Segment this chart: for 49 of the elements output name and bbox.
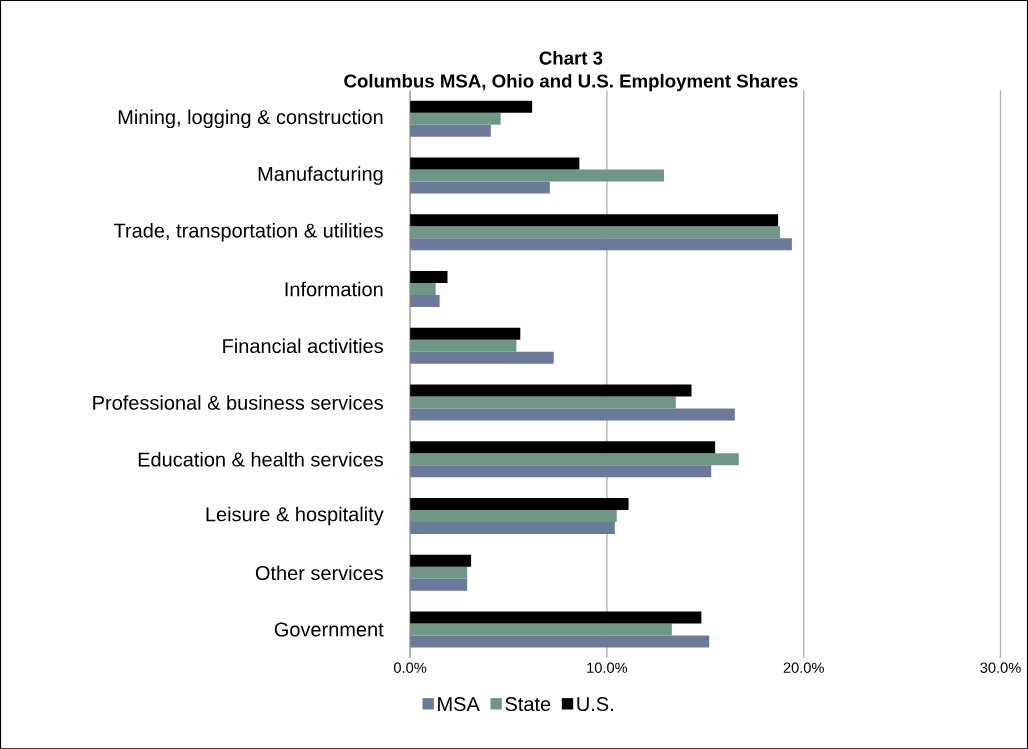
- x-tick-label: 30.0%: [980, 662, 1021, 673]
- x-tick-label: 0.0%: [393, 662, 427, 673]
- bar: [410, 554, 472, 567]
- bar: [410, 100, 533, 113]
- bar: [410, 635, 710, 648]
- y-tick-label: Government: [274, 622, 384, 637]
- bar: [410, 465, 712, 478]
- bar: [410, 270, 448, 283]
- y-tick-label: Trade, transportation & utilities: [113, 222, 383, 242]
- bar: [410, 169, 664, 182]
- bar: [410, 282, 436, 295]
- chart-title: Chart 3: [539, 50, 603, 65]
- bar: [410, 238, 792, 251]
- chart-subtitle: Columbus MSA, Ohio and U.S. Employment Shares: [344, 73, 798, 92]
- legend-label: U.S.: [577, 696, 613, 711]
- bar: [410, 396, 676, 409]
- bar: [410, 566, 468, 579]
- y-tick-label: Other services: [255, 565, 383, 580]
- bar: [410, 294, 440, 307]
- bar: [410, 157, 580, 170]
- bar: [410, 181, 550, 194]
- legend-label: MSA: [438, 696, 480, 711]
- bar: [410, 226, 781, 239]
- y-tick-label: Education & health services: [138, 451, 383, 467]
- bar: [410, 497, 629, 510]
- bar: [410, 441, 716, 454]
- bar: [410, 124, 491, 137]
- y-tick-label: Leisure & hospitality: [206, 506, 384, 526]
- bar: [410, 611, 702, 624]
- y-tick-label: Mining, logging & construction: [118, 109, 383, 128]
- bar: [410, 521, 615, 534]
- bar: [410, 578, 468, 591]
- y-tick-label: Manufacturing: [258, 166, 383, 185]
- bar: [410, 214, 779, 227]
- bar: [410, 408, 735, 421]
- x-tick-label: 10.0%: [587, 662, 628, 673]
- bar: [410, 509, 617, 522]
- y-tick-label: Information: [285, 281, 383, 297]
- bar: [410, 384, 692, 397]
- y-tick-label: Professional & business services: [93, 395, 383, 410]
- bar: [410, 453, 739, 466]
- bar: [410, 339, 517, 352]
- x-tick-label: 20.0%: [783, 662, 824, 673]
- legend-label: State: [505, 696, 551, 711]
- y-tick-label: Financial activities: [223, 338, 383, 353]
- bar: [410, 623, 672, 636]
- bar: [410, 351, 554, 364]
- bar: [410, 112, 501, 125]
- bar: [410, 327, 521, 340]
